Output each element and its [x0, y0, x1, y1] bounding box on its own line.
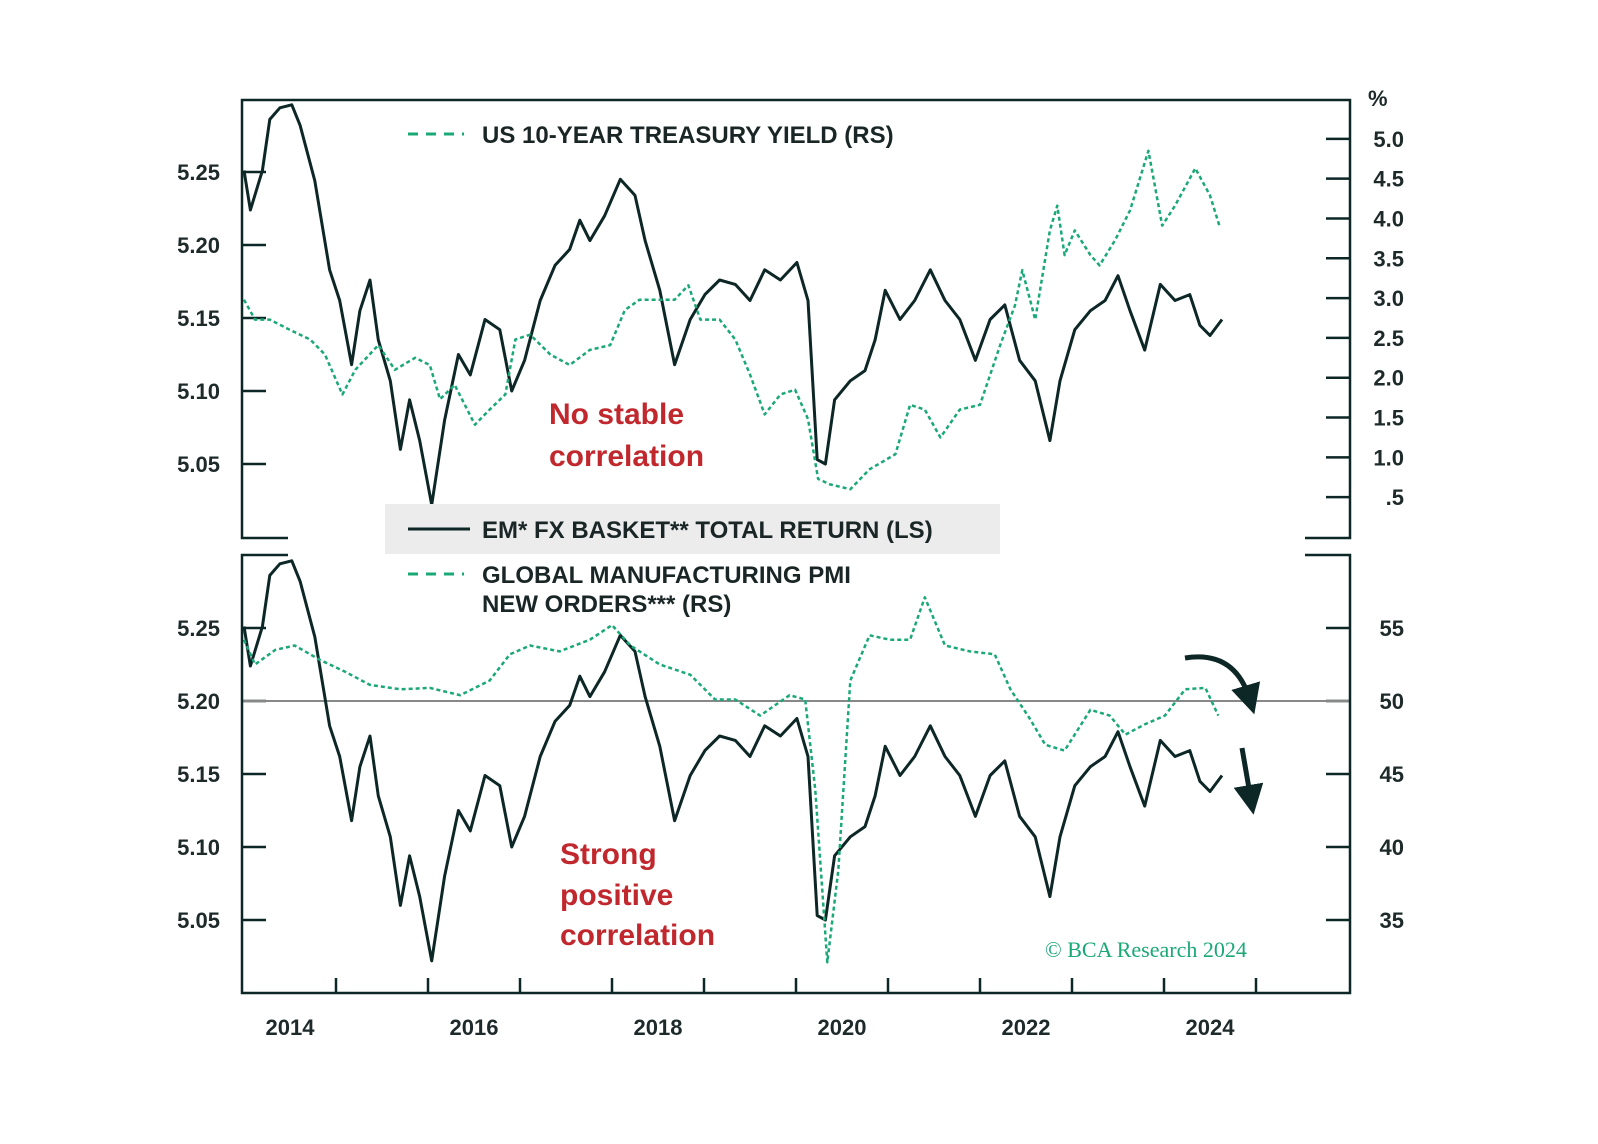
right-axis-tick-label: 1.0: [1373, 445, 1404, 470]
left-axis-tick-label: 5.15: [177, 306, 220, 331]
legend-em-fx-label: EM* FX BASKET** TOTAL RETURN (LS): [482, 517, 933, 544]
top-frame: [240, 98, 1352, 540]
legend-pmi-label-2: NEW ORDERS*** (RS): [482, 591, 731, 618]
right-axis-tick-label: 3.0: [1373, 286, 1404, 311]
right-axis-tick-label: 3.5: [1373, 246, 1404, 271]
left-axis-tick-label: 5.15: [177, 762, 220, 787]
x-axis-tick-label: 2014: [266, 1015, 316, 1040]
right-axis-tick-label: 45: [1380, 762, 1404, 787]
x-axis-tick-label: 2022: [1002, 1015, 1051, 1040]
legend-pmi-label-1: GLOBAL MANUFACTURING PMI: [482, 562, 851, 589]
series-em-fx-line: [242, 559, 1224, 963]
right-axis-tick-label: 1.5: [1373, 406, 1404, 431]
x-axis-tick-label: 2018: [634, 1015, 683, 1040]
bottom-frame: [240, 553, 1352, 995]
right-axis-unit: %: [1368, 86, 1388, 111]
bottom-panel: 5.25 5.20 5.15 5.10 5.05 55 50 45 40 35 2014 2016 20…: [177, 559, 1404, 1040]
x-axis-tick-label: 2024: [1186, 1015, 1236, 1040]
right-axis-tick-label: 4.0: [1373, 206, 1404, 231]
legend-em-fx-box: [385, 504, 1000, 554]
copyright: © BCA Research 2024: [1045, 937, 1247, 962]
right-axis-tick-label: 35: [1380, 908, 1404, 933]
right-axis-tick-label: .5: [1386, 485, 1404, 510]
right-axis-tick-label: 40: [1380, 835, 1404, 860]
series-treasury-yield-line: [242, 149, 1222, 491]
annotation-top-1: No stable: [549, 398, 684, 431]
right-axis-tick-label: 5.0: [1373, 127, 1404, 152]
left-axis-tick-label: 5.25: [177, 616, 220, 641]
series-pmi-new-orders-line: [242, 596, 1220, 964]
left-axis-tick-label: 5.05: [177, 452, 220, 477]
left-axis-tick-label: 5.20: [177, 689, 220, 714]
annotation-bottom-3: correlation: [560, 919, 715, 952]
legend-treasury-label: US 10-YEAR TREASURY YIELD (RS): [482, 122, 894, 149]
x-axis-tick-label: 2020: [818, 1015, 867, 1040]
left-axis-tick-label: 5.20: [177, 233, 220, 258]
down-arrow: [1233, 747, 1264, 815]
right-axis-tick-label: 55: [1380, 616, 1404, 641]
x-axis-tick-label: 2016: [450, 1015, 499, 1040]
annotation-top-2: correlation: [549, 440, 704, 473]
annotation-bottom-2: positive: [560, 879, 673, 912]
series-em-fx-line: [242, 103, 1224, 507]
left-axis-tick-label: 5.25: [177, 160, 220, 185]
annotation-bottom-1: Strong: [560, 838, 657, 871]
left-axis-tick-label: 5.10: [177, 379, 220, 404]
frames: [240, 98, 1352, 995]
right-axis-tick-label: 2.5: [1373, 326, 1404, 351]
right-axis-tick-label: 4.5: [1373, 167, 1404, 192]
top-panel: 5.25 5.20 5.15 5.10 5.05 5.0 4.5 4.0 3.5 3.0 2.5 2.…: [177, 103, 1404, 510]
legend: US 10-YEAR TREASURY YIELD (RS) EM* FX BA…: [385, 122, 1000, 618]
right-axis-tick-label: 2.0: [1373, 366, 1404, 391]
left-axis-tick-label: 5.10: [177, 835, 220, 860]
left-axis-tick-label: 5.05: [177, 908, 220, 933]
right-axis-tick-label: 50: [1380, 689, 1404, 714]
curved-down-arrow: [1184, 654, 1261, 715]
